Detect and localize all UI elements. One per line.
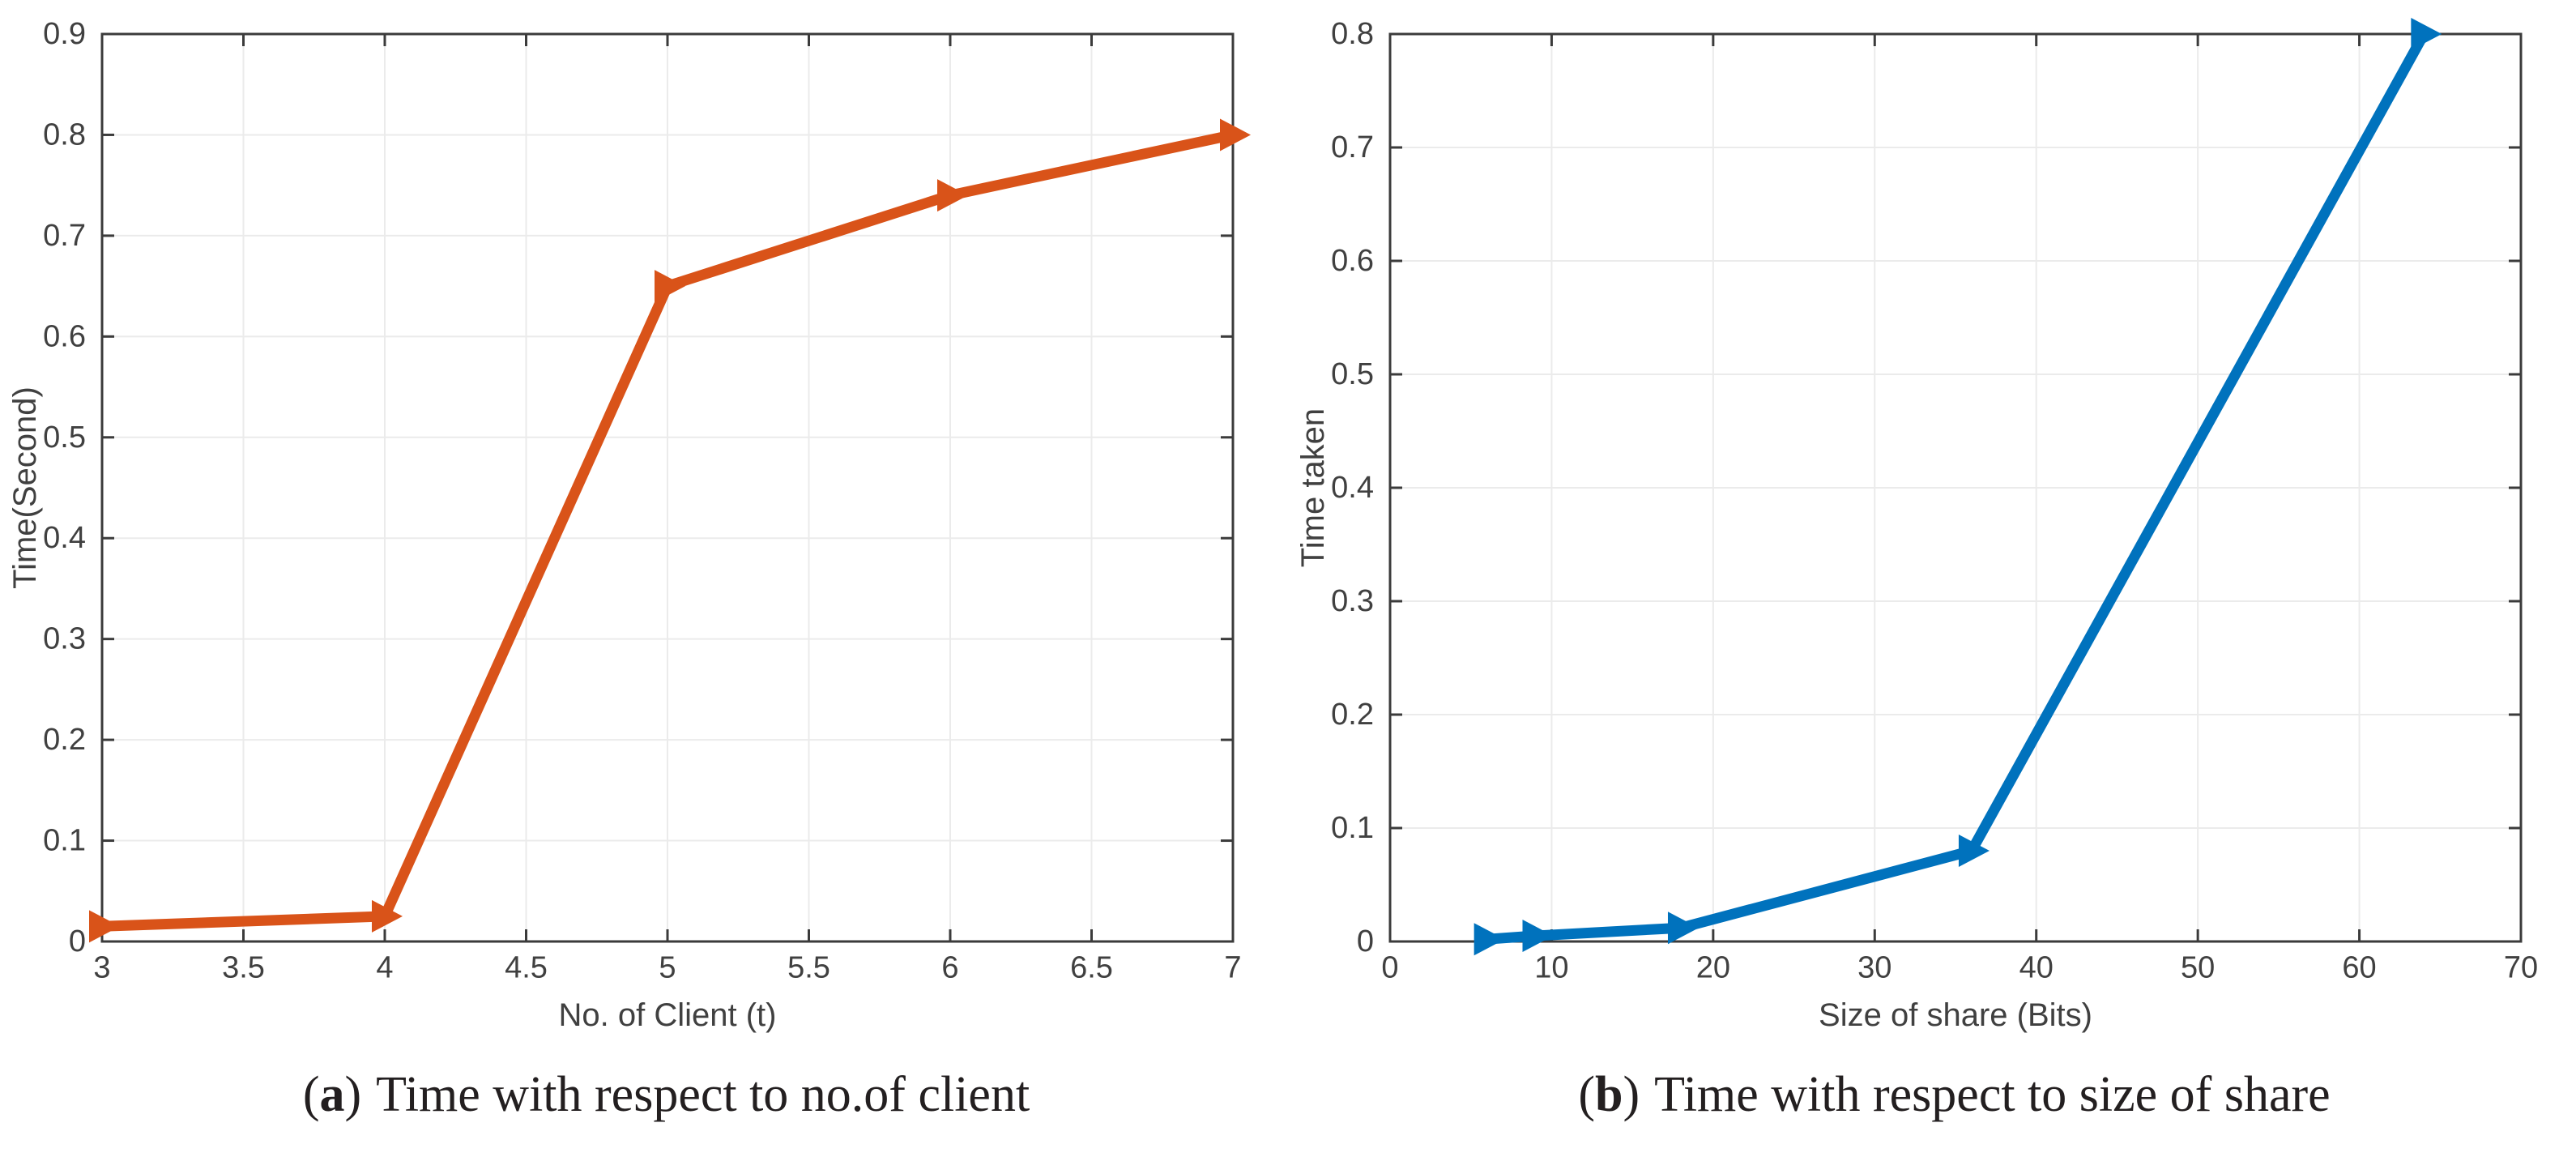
x-tick-label: 4.5 <box>505 950 548 984</box>
caption-a-text: Time with respect to no.of client <box>376 1067 1030 1122</box>
x-tick-label: 7 <box>1224 950 1241 984</box>
y-tick-label: 0.5 <box>1331 357 1374 391</box>
y-axis-label: Time(Second) <box>7 386 43 589</box>
y-tick-label: 0.7 <box>43 219 86 253</box>
caption-b-letter: b <box>1594 1067 1623 1122</box>
y-tick-label: 0.5 <box>43 421 86 455</box>
x-tick-label: 3.5 <box>222 950 265 984</box>
y-tick-label: 0.7 <box>1331 130 1374 164</box>
caption-b-close-paren: ) <box>1623 1067 1640 1122</box>
right-triangle-marker <box>1667 912 1699 945</box>
right-triangle-marker <box>89 910 120 943</box>
chart-panel-a: 3 3.5 4 4.5 5 5.5 6 6.5 7 0 0.1 0.2 0.3 0.4 0.5 0.6 0.7 0… <box>0 0 1288 1124</box>
y-tick-label: 0.9 <box>43 17 86 51</box>
y-tick-label: 0.1 <box>43 824 86 858</box>
right-triangle-marker <box>655 270 685 303</box>
x-tick-label: 30 <box>1857 950 1891 984</box>
x-tick-label: 5 <box>659 950 676 984</box>
caption-a-close-paren: ) <box>344 1067 362 1122</box>
y-tick-label: 0.8 <box>1331 17 1374 51</box>
caption-b: (b) Time with respect to size of share <box>1288 1066 2576 1124</box>
y-tick-label: 0.4 <box>1331 471 1374 505</box>
y-tick-label: 0.2 <box>43 723 86 757</box>
x-tick-label: 20 <box>1696 950 1730 984</box>
y-tick-label: 0 <box>1357 924 1374 958</box>
y-tick-label: 0.3 <box>43 622 86 656</box>
y-axis-label: Time taken <box>1295 408 1331 567</box>
y-tick-label: 0 <box>69 924 86 958</box>
x-tick-label: 50 <box>2181 950 2215 984</box>
x-tick-label: 6.5 <box>1070 950 1113 984</box>
x-axis-label: Size of share (Bits) <box>1819 997 2092 1033</box>
y-tick-label: 0.4 <box>43 521 86 555</box>
caption-b-text: Time with respect to size of share <box>1654 1067 2331 1122</box>
chart-panel-b: 0 10 20 30 40 50 60 70 0 0.1 0.2 0.3 0.4 0.5 0.6 0.7 0.8… <box>1288 0 2576 1157</box>
line-chart-b: 0 10 20 30 40 50 60 70 0 0.1 0.2 0.3 0.4 0.5 0.6 0.7 0.8… <box>1288 0 2576 1045</box>
y-tick-label: 0.3 <box>1331 584 1374 618</box>
data-line-time-vs-share-size <box>1486 31 2429 945</box>
right-triangle-marker <box>1522 920 1554 952</box>
x-tick-label: 10 <box>1534 950 1568 984</box>
y-tick-label: 0.2 <box>1331 698 1374 732</box>
y-tick-label: 0.1 <box>1331 811 1374 845</box>
x-tick-label: 6 <box>941 950 958 984</box>
chart-b-svg: 0 10 20 30 40 50 60 70 0 0.1 0.2 0.3 0.4 0.5 0.6 0.7 0.8… <box>1295 17 2538 1033</box>
x-tick-label: 5.5 <box>787 950 830 984</box>
x-tick-label: 60 <box>2342 950 2376 984</box>
x-tick-label: 3 <box>93 950 110 984</box>
line-chart-a: 3 3.5 4 4.5 5 5.5 6 6.5 7 0 0.1 0.2 0.3 0.4 0.5 0.6 0.7 0… <box>0 0 1288 1045</box>
y-tick-label: 0.6 <box>43 319 86 353</box>
right-triangle-marker <box>1220 118 1251 152</box>
y-tick-label: 0.8 <box>43 117 86 152</box>
x-tick-label: 4 <box>376 950 393 984</box>
x-tick-label: 40 <box>2019 950 2054 984</box>
x-tick-label: 70 <box>2504 950 2538 984</box>
chart-a-svg: 3 3.5 4 4.5 5 5.5 6 6.5 7 0 0.1 0.2 0.3 0.4 0.5 0.6 0.7 0… <box>7 17 1251 1033</box>
right-triangle-marker <box>2411 18 2442 50</box>
right-triangle-marker <box>372 899 403 933</box>
right-triangle-marker <box>1958 835 1990 867</box>
x-axis-label: No. of Client (t) <box>559 997 777 1033</box>
right-triangle-marker <box>937 179 968 212</box>
x-tick-label: 0 <box>1381 950 1398 984</box>
right-triangle-marker <box>1474 923 1505 956</box>
caption-a-open-paren: ( <box>302 1067 320 1122</box>
caption-a: (a) Time with respect to no.of client <box>0 1066 1288 1124</box>
caption-b-open-paren: ( <box>1578 1067 1595 1122</box>
caption-a-letter: a <box>319 1067 345 1122</box>
y-tick-label: 0.6 <box>1331 244 1374 278</box>
